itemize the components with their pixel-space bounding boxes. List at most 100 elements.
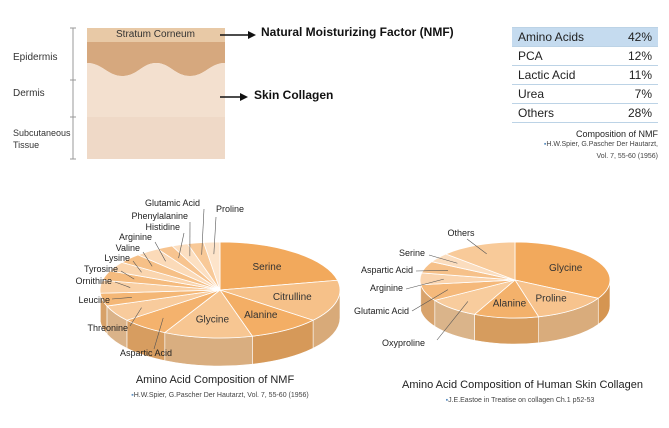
subcutaneous-layer	[87, 117, 225, 159]
slice-label-histidine: Histidine	[145, 222, 180, 232]
collagen-pie-title: Amino Acid Composition of Human Skin Col…	[402, 379, 643, 391]
dermis-label: Dermis	[13, 88, 45, 99]
component-percent: 42%	[611, 27, 658, 47]
pie-sides	[99, 289, 341, 367]
slice-label-tyrosine: Tyrosine	[84, 264, 118, 274]
leader-line-valine	[142, 251, 153, 267]
stratum-corneum-layer	[87, 28, 225, 42]
pie-slice-glycine	[514, 241, 611, 299]
leader-line-arginine	[154, 241, 166, 262]
collagen-arrow-label: Skin Collagen	[254, 88, 334, 102]
leader-line-aspartic-acid	[153, 317, 164, 350]
collagen-amino-acid-pie: Glycine Proline Alanine Oxyproline Glutamic …	[354, 228, 611, 348]
slice-label-serine: Serine	[399, 248, 425, 258]
slice-label-alanine: Alanine	[244, 310, 278, 321]
component-percent: 28%	[611, 103, 658, 123]
leader-line-proline	[213, 216, 217, 255]
pie-slice-citrulline	[219, 279, 341, 321]
leader-line-ornithine	[114, 281, 131, 288]
arrow-head-icon	[248, 31, 256, 39]
leader-line-others	[466, 238, 487, 255]
nmf-composition-panel: Amino Acids 42% PCA 12% Lactic Acid 11% Urea 7%…	[512, 27, 658, 163]
slice-label-glycine: Glycine	[549, 263, 583, 274]
slice-label-lysine: Lysine	[104, 253, 130, 263]
pie-slice-alanine	[473, 279, 540, 319]
pie-slice-proline	[203, 241, 221, 291]
slice-label-proline: Proline	[216, 204, 244, 214]
pie-labels: Serine Citrulline Alanine Glycine Aspartic A…	[75, 198, 312, 358]
subcutaneous-label: Subcutaneous Tissue	[13, 128, 71, 150]
slice-label-valine: Valine	[116, 243, 140, 253]
bullet-icon: ▪	[543, 141, 547, 148]
pie-labels: Glycine Proline Alanine Oxyproline Glutamic …	[354, 228, 583, 348]
bullet-icon: ▪	[131, 392, 134, 399]
leader-line-serine	[428, 254, 458, 264]
table-row: Urea 7%	[512, 84, 658, 104]
pie-slice-others	[444, 241, 516, 281]
slice-label-serine: Serine	[252, 262, 281, 273]
nmf-pie-title: Amino Acid Composition of NMF	[135, 374, 295, 386]
leader-line-threonine	[129, 307, 142, 327]
pie-top	[419, 241, 611, 319]
leader-line-leucine	[111, 297, 132, 300]
table-row: Others 28%	[512, 103, 658, 123]
slice-label-aspartic-acid: Aspartic Acid	[120, 348, 172, 358]
component-name: PCA	[512, 46, 612, 66]
slice-label-leucine: Leucine	[78, 295, 110, 305]
slice-label-phenylalanine: Phenylalanine	[131, 211, 188, 221]
leader-line-histidine	[178, 232, 185, 259]
slice-label-threonine: Threonine	[87, 323, 128, 333]
collagen-pie-source: ▪J.E.Eastoe in Treatise on collagen Ch.1…	[445, 397, 595, 404]
component-percent: 12%	[611, 46, 658, 66]
pie-top	[99, 241, 341, 339]
slice-label-oxyproline: Oxyproline	[382, 338, 425, 348]
arrow-head-icon	[240, 93, 248, 101]
slice-label-proline: Proline	[536, 294, 568, 305]
slice-label-ornithine: Ornithine	[75, 276, 112, 286]
bullet-icon: ▪	[445, 397, 449, 404]
slice-label-arginine: Arginine	[119, 232, 152, 242]
slice-label-aspartic-acid: Aspartic Acid	[361, 265, 413, 275]
table-row: Lactic Acid 11%	[512, 65, 658, 85]
epidermis-label: Epidermis	[13, 52, 58, 63]
leader-line-glutamic-acid	[411, 289, 449, 312]
nmf-arrow-label: Natural Moisturizing Factor (NMF)	[261, 25, 454, 39]
pie-slice-proline	[514, 279, 600, 318]
epidermis-layer	[87, 42, 225, 76]
table-row: Amino Acids 42%	[512, 27, 658, 47]
component-name: Urea	[512, 84, 612, 104]
slice-label-glutamic-acid: Glutamic Acid	[354, 306, 409, 316]
slice-label-others: Others	[447, 228, 475, 238]
component-percent: 7%	[611, 84, 658, 104]
leader-line-tyrosine	[120, 270, 135, 280]
skin-layers-graphic	[70, 27, 256, 160]
slice-label-citrulline: Citrulline	[273, 292, 312, 303]
leader-line-lysine	[132, 260, 142, 273]
component-name: Others	[512, 103, 612, 123]
pie-slice-serine	[219, 241, 339, 291]
component-percent: 11%	[611, 65, 658, 85]
table-caption: Composition of NMF	[575, 129, 658, 139]
leader-line-glutamic-acid	[201, 208, 205, 255]
dermis-layer	[87, 63, 225, 117]
nmf-pie-source: ▪H.W.Spier, G.Pascher Der Hautarzt, Vol.…	[131, 392, 309, 399]
table-source: ▪H.W.Spier, G.Pascher Der Hautarzt,	[543, 141, 658, 148]
slice-label-alanine: Alanine	[493, 298, 527, 309]
pie-slice-glycine	[163, 289, 254, 339]
leader-line-oxyproline	[436, 301, 469, 341]
pie-side-alanine	[474, 314, 539, 345]
stratum-corneum-label: Stratum Corneum	[116, 29, 195, 40]
nmf-composition-table: Amino Acids 42% PCA 12% Lactic Acid 11% Urea 7%…	[512, 27, 658, 123]
nmf-amino-acid-pie: Serine Citrulline Alanine Glycine Aspartic A…	[75, 198, 341, 367]
slice-label-glycine: Glycine	[196, 315, 230, 326]
slice-label-arginine: Arginine	[370, 283, 403, 293]
leader-line-aspartic-acid	[415, 270, 448, 272]
leader-line-arginine	[405, 278, 444, 290]
pie-slice-alanine	[218, 289, 315, 337]
table-source-volume: Vol. 7, 55-60 (1956)	[596, 153, 659, 160]
component-name: Amino Acids	[512, 27, 612, 47]
component-name: Lactic Acid	[512, 65, 612, 85]
slice-label-glutamic-acid: Glutamic Acid	[145, 198, 200, 208]
skin-cross-section: Stratum Corneum Epidermis Dermis Subcuta…	[0, 20, 480, 170]
table-row: PCA 12%	[512, 46, 658, 66]
